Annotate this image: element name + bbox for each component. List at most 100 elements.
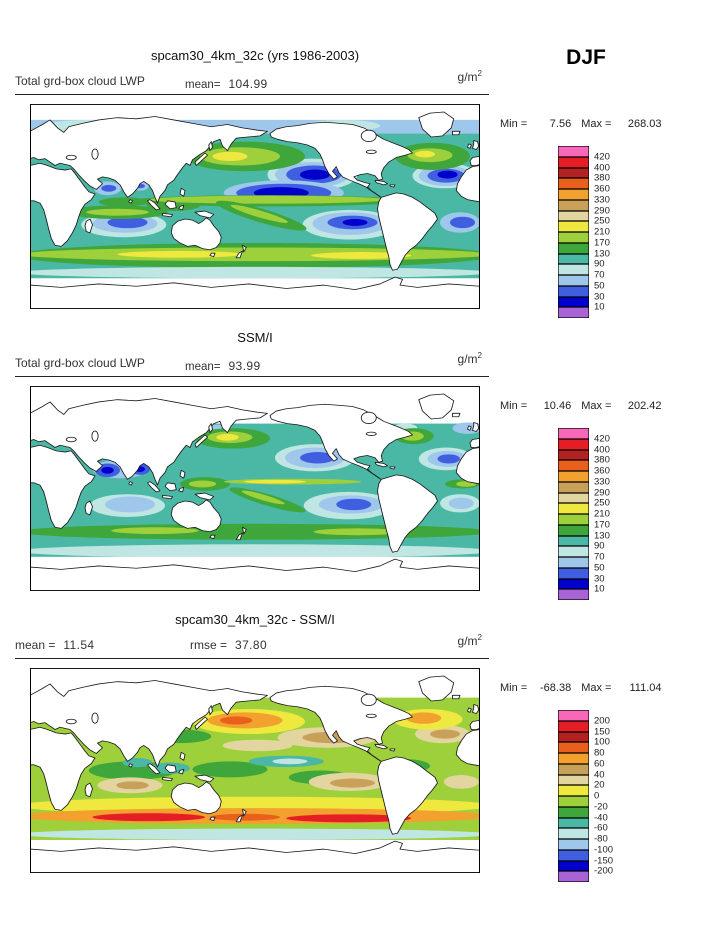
colorbar-tick-label: 290 bbox=[594, 487, 610, 498]
colorbar-box bbox=[558, 428, 589, 439]
season-label: DJF bbox=[566, 46, 606, 69]
min-value: -68.38 bbox=[540, 682, 572, 694]
colorbar-tick-label: 90 bbox=[594, 258, 605, 270]
colorbar-box bbox=[558, 524, 589, 536]
colorbar-tick-label: 400 bbox=[594, 162, 610, 173]
min-value: 7.56 bbox=[549, 118, 572, 130]
colorbar-tick-label: 380 bbox=[594, 172, 610, 184]
colorbar-tick-label: 10 bbox=[594, 301, 605, 313]
colorbar-box bbox=[558, 307, 589, 318]
colorbar-box bbox=[558, 796, 589, 807]
max-value: 111.04 bbox=[629, 682, 662, 694]
colorbar-box bbox=[558, 199, 589, 211]
colorbar-tick-label: 170 bbox=[594, 237, 610, 249]
min-value: 10.46 bbox=[543, 400, 572, 412]
colorbar-box bbox=[558, 774, 589, 786]
colorbar-box bbox=[558, 578, 589, 590]
colorbar-box bbox=[558, 481, 589, 493]
colorbar-box bbox=[558, 860, 589, 872]
divider-line bbox=[15, 94, 489, 95]
colorbar-tick-label: -60 bbox=[594, 822, 608, 834]
stats-row: Total grd-box cloud LWP mean= 104.99 g/m2 bbox=[0, 69, 723, 94]
mean-stat: mean = 11.54 bbox=[15, 638, 95, 652]
colorbar-box bbox=[558, 275, 589, 286]
rmse-label: rmse = bbox=[190, 638, 228, 652]
mean-value: 104.99 bbox=[228, 77, 268, 91]
panel-ssmi: SSM/I Total grd-box cloud LWP mean= 93.99… bbox=[0, 330, 723, 622]
colorbar-tick-label: 0 bbox=[594, 790, 600, 802]
colorbar-tick-label: 210 bbox=[594, 508, 610, 520]
colorbar-tick-label: 210 bbox=[594, 226, 610, 238]
mean-stat: mean= 93.99 bbox=[185, 359, 261, 373]
divider-line bbox=[15, 658, 489, 659]
colorbar-tick-label: 20 bbox=[594, 779, 605, 791]
colorbar-box bbox=[558, 210, 589, 222]
colorbar-box bbox=[558, 156, 589, 168]
colorbar-box bbox=[558, 849, 589, 861]
colorbar-box bbox=[558, 731, 589, 743]
colorbar-tick-label: 100 bbox=[594, 736, 610, 748]
rmse-value: 37.80 bbox=[235, 638, 268, 652]
colorbar-tick-label: 200 bbox=[594, 715, 610, 727]
variable-label: Total grd-box cloud LWP bbox=[15, 74, 145, 88]
colorbar-tick-label: -100 bbox=[594, 844, 614, 856]
colorbar-box bbox=[558, 720, 589, 732]
colorbar-box bbox=[558, 167, 589, 179]
colorbar-box bbox=[558, 785, 589, 796]
colorbar-tick-label: 10 bbox=[594, 583, 605, 595]
colorbar-box bbox=[558, 839, 589, 850]
map-ssmi bbox=[30, 386, 480, 591]
colorbar-tick-label: 90 bbox=[594, 540, 605, 552]
colorbar-tick-label: 360 bbox=[594, 465, 610, 477]
colorbar-box bbox=[558, 492, 589, 504]
colorbar-tick-label: 330 bbox=[594, 476, 610, 488]
colorbar-tick-label: 70 bbox=[594, 551, 605, 563]
colorbar-tick-label: 420 bbox=[594, 433, 610, 445]
colorbar-tick-label: 250 bbox=[594, 497, 610, 509]
colorbar-box bbox=[558, 753, 589, 764]
variable-label: Total grd-box cloud LWP bbox=[15, 356, 145, 370]
colorbar-box bbox=[558, 710, 589, 721]
colorbar-box bbox=[558, 285, 589, 297]
colorbar-tick-label: 420 bbox=[594, 151, 610, 163]
mean-label: mean= bbox=[185, 361, 221, 373]
colorbar-box bbox=[558, 178, 589, 189]
colorbar-box bbox=[558, 567, 589, 579]
colorbar-box bbox=[558, 828, 589, 839]
colorbar-tick-label: 130 bbox=[594, 248, 610, 259]
stats-row: Total grd-box cloud LWP mean= 93.99 g/m2 bbox=[0, 351, 723, 376]
units-label: g/m2 bbox=[457, 69, 482, 84]
colorbar-tick-label: 380 bbox=[594, 454, 610, 466]
panel-title: SSM/I bbox=[237, 330, 273, 345]
panel-title: spcam30_4km_32c - SSM/I bbox=[175, 612, 335, 627]
colorbar-box bbox=[558, 763, 589, 775]
colorbar-tick-label: 250 bbox=[594, 215, 610, 227]
max-value: 202.42 bbox=[627, 400, 662, 412]
colorbar-box bbox=[558, 871, 589, 882]
max-value: 268.03 bbox=[627, 118, 662, 130]
colorbar-tick-label: 330 bbox=[594, 194, 610, 206]
map-spcam bbox=[30, 104, 480, 309]
colorbar-tick-label: 80 bbox=[594, 747, 605, 759]
colorbar-tick-label: 150 bbox=[594, 726, 610, 737]
mean-stat: mean= 104.99 bbox=[185, 77, 268, 91]
colorbar-tick-label: 30 bbox=[594, 573, 605, 584]
colorbar-box bbox=[558, 242, 589, 254]
colorbar-box bbox=[558, 806, 589, 818]
colorbar-tick-label: 130 bbox=[594, 530, 610, 541]
colorbar-tick-label: -200 bbox=[594, 865, 614, 877]
colorbar: 420 400 380 360 330 290 250 210 170 130 90 70 50 30 10 bbox=[558, 146, 610, 318]
min-label: Min = bbox=[500, 400, 528, 412]
mean-value: 93.99 bbox=[228, 359, 261, 373]
colorbar-tick-label: 40 bbox=[594, 769, 605, 780]
colorbar-tick-label: -20 bbox=[594, 801, 608, 813]
min-label: Min = bbox=[500, 118, 528, 130]
colorbar-box bbox=[558, 221, 589, 232]
units-label: g/m2 bbox=[457, 633, 482, 648]
colorbar-tick-label: 50 bbox=[594, 280, 605, 292]
minmax-row: Min = 7.56 Max = 268.03 bbox=[500, 118, 720, 130]
colorbar-box bbox=[558, 514, 589, 525]
colorbar-box bbox=[558, 460, 589, 471]
colorbar-box bbox=[558, 253, 589, 265]
max-label: Max = bbox=[581, 400, 612, 412]
